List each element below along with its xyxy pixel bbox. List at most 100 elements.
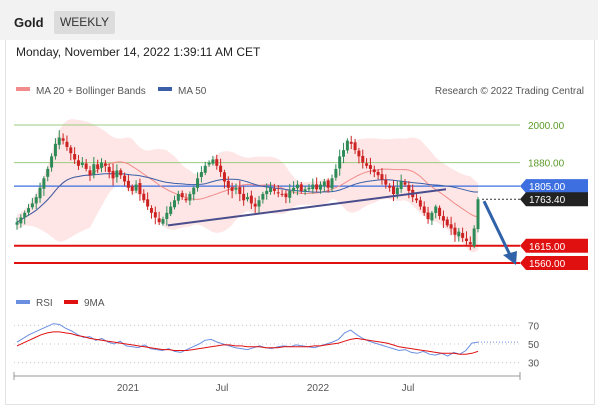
rsi-tick-30: 30 (528, 359, 540, 370)
level-label-1763-bg (520, 192, 588, 207)
candle-body-120 (476, 199, 480, 230)
candle-body-101 (403, 182, 407, 185)
candle-body-57 (234, 187, 238, 190)
candle-body-22 (100, 162, 104, 168)
timeframe-tab-weekly[interactable]: WEEKLY (54, 11, 115, 34)
level-label-1560: 1560.00 (529, 259, 566, 270)
candle-body-60 (246, 197, 249, 200)
candle-body-6 (38, 187, 42, 199)
candle-body-29 (126, 180, 130, 188)
projection-arrow-head (503, 251, 517, 265)
candle-body-38 (161, 219, 165, 224)
candle-body-112 (445, 219, 449, 226)
candle-body-39 (165, 212, 169, 219)
ma20-legend-label: MA 20 + Bollinger Bands (36, 86, 146, 97)
support-trendline (167, 188, 447, 227)
candle-body-99 (395, 187, 399, 195)
candle-body-42 (176, 194, 180, 201)
candle-body-25 (111, 170, 115, 179)
candle-body-54 (222, 172, 226, 182)
level-label-1805: 1805.00 (529, 182, 566, 193)
candle-body-63 (257, 200, 261, 207)
candle-body-27 (119, 170, 123, 176)
rsi-legend-swatch (16, 300, 30, 304)
candle-body-82 (330, 178, 334, 189)
candle-body-58 (238, 187, 242, 194)
projection-arrow-shaft (482, 200, 512, 256)
candle-body-35 (149, 208, 153, 213)
candle-body-109 (434, 206, 438, 213)
candle-body-12 (61, 138, 65, 141)
candle-body-65 (265, 190, 269, 195)
rsi-ma-legend-label: 9MA (84, 298, 105, 309)
candle-body-113 (449, 224, 453, 229)
level-label-1615: 1615.00 (529, 242, 566, 253)
candle-body-80 (322, 181, 326, 187)
candle-body-52 (215, 159, 219, 166)
rsi-legend-label: RSI (36, 298, 53, 309)
candle-body-34 (146, 199, 150, 207)
x-tick-label-3: Jul (402, 383, 415, 394)
candle-body-91 (365, 163, 369, 166)
candle-body-108 (430, 212, 434, 221)
candle-body-5 (34, 197, 38, 204)
candle-body-56 (230, 187, 234, 191)
candle-body-31 (134, 184, 138, 191)
candle-body-74 (299, 184, 303, 191)
candle-body-96 (384, 179, 388, 185)
rsi-tick-70: 70 (528, 321, 540, 332)
rsi-ma-line (16, 331, 479, 355)
level-label-1615-bg (520, 238, 588, 253)
candle-body-79 (318, 184, 322, 190)
candle-body-28 (123, 175, 127, 182)
candle-body-33 (142, 193, 146, 201)
candle-body-104 (415, 198, 419, 201)
candle-body-115 (457, 231, 461, 237)
candle-body-97 (388, 185, 392, 188)
candle-body-88 (353, 142, 357, 151)
candle-body-87 (349, 141, 353, 144)
candle-body-72 (292, 187, 296, 192)
candle-body-85 (342, 150, 346, 157)
candle-body-48 (199, 172, 203, 177)
candle-body-70 (284, 193, 288, 198)
candle-body-4 (30, 203, 34, 208)
credit-label: Research © 2022 Trading Central (435, 86, 584, 97)
candle-body-98 (391, 186, 395, 194)
candle-body-43 (180, 193, 184, 198)
candle-body-94 (376, 171, 380, 176)
price-chart: 2000.00 1880.00 1805.00 1763.40 1615.00 1560.… (14, 119, 588, 270)
candle-body-24 (107, 166, 111, 173)
level-label-1763: 1763.40 (529, 195, 566, 206)
candle-body-30 (130, 186, 134, 191)
candle-body-46 (192, 187, 196, 195)
candle-body-20 (92, 164, 96, 175)
candle-body-49 (203, 165, 207, 173)
candle-body-118 (468, 242, 472, 245)
candle-body-16 (76, 160, 80, 166)
candle-body-19 (88, 170, 92, 176)
candle-body-83 (334, 168, 338, 178)
candle-body-110 (438, 207, 442, 216)
ma20-legend-swatch (16, 87, 30, 91)
candle-body-81 (326, 180, 330, 188)
candle-body-92 (368, 165, 372, 169)
candle-body-75 (303, 189, 307, 191)
candle-body-8 (46, 168, 50, 177)
candle-body-102 (407, 185, 411, 191)
candle-body-67 (272, 188, 276, 191)
candle-body-7 (42, 178, 46, 189)
candle-body-11 (57, 137, 61, 145)
candle-body-90 (361, 155, 365, 163)
candle-body-59 (242, 193, 246, 201)
candle-body-116 (461, 233, 465, 238)
candle-body-119 (472, 228, 476, 246)
candle-body-106 (422, 206, 426, 213)
candle-body-3 (27, 208, 31, 213)
candle-body-37 (157, 218, 161, 223)
candle-body-45 (188, 194, 192, 201)
candle-body-95 (380, 174, 384, 180)
candle-body-77 (311, 184, 315, 190)
candle-body-69 (280, 193, 284, 195)
